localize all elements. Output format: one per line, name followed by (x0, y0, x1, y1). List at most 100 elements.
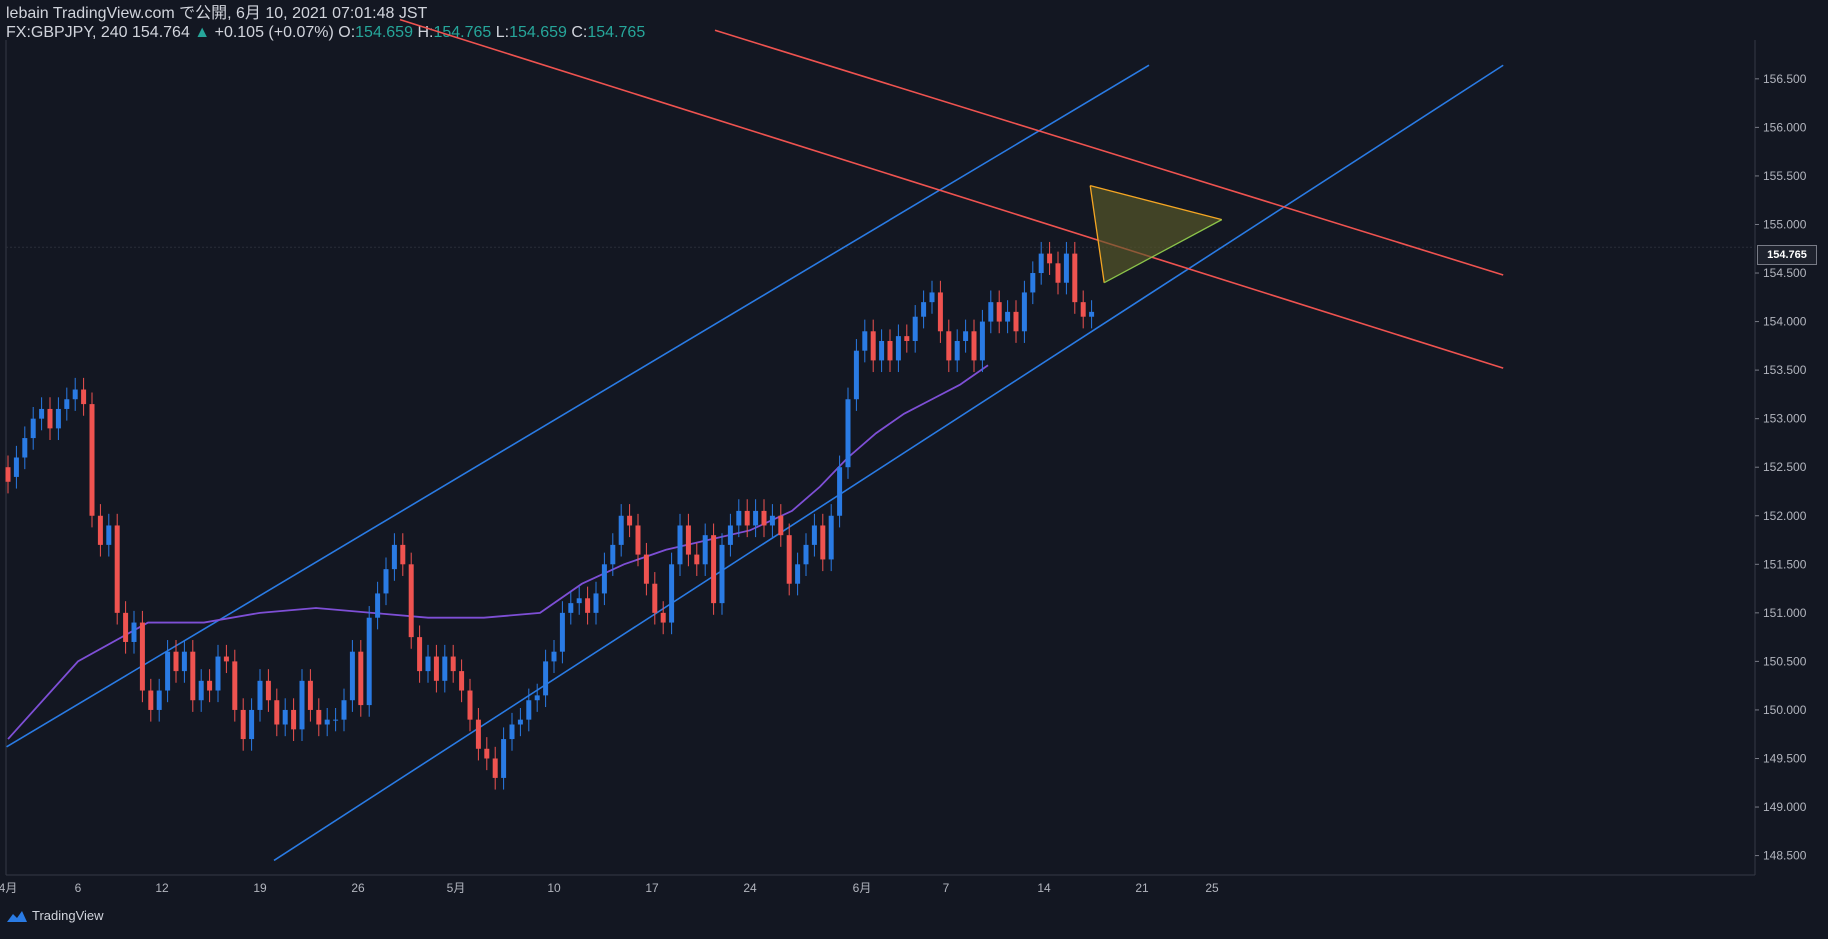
candle-body (190, 651, 196, 701)
y-tick-label: 155.000 (1763, 217, 1807, 231)
candle-body (173, 651, 179, 672)
candle-body (837, 467, 843, 516)
candle-body (1047, 253, 1053, 264)
candle-body (988, 302, 994, 322)
candle-body (811, 525, 817, 545)
low-value: 154.659 (509, 24, 567, 41)
candle-body (223, 656, 229, 662)
candle-body (375, 593, 381, 618)
candle-body (13, 457, 19, 477)
candle-body (618, 515, 624, 545)
candle-body (929, 292, 935, 303)
y-tick-label: 152.000 (1763, 509, 1807, 523)
candle-body (72, 389, 78, 400)
candle-body (114, 525, 120, 613)
candle-body (568, 603, 574, 613)
candle-body (22, 438, 28, 458)
candle-body (475, 719, 481, 749)
candle-body (996, 302, 1002, 322)
candle-body (685, 525, 691, 555)
candle-body (1072, 253, 1078, 303)
x-tick-label: 10 (547, 881, 561, 895)
x-tick-label: 26 (351, 881, 365, 895)
change-up-icon: ▲ (194, 24, 211, 41)
candle-body (148, 690, 154, 710)
candle-body (106, 525, 112, 545)
candle-body (559, 612, 565, 652)
candle-body (459, 671, 465, 691)
candle-body (501, 739, 507, 778)
moving-average-line (7, 364, 989, 740)
candle-body (232, 661, 238, 710)
candle-body (349, 651, 355, 701)
candle-body (736, 510, 742, 526)
symbol-label[interactable]: FX:GBPJPY, 240 (6, 24, 128, 41)
x-tick-label: 17 (645, 881, 659, 895)
candle-body (123, 612, 129, 642)
last-price: 154.764 (132, 24, 190, 41)
candle-body (55, 408, 61, 429)
candle-body (333, 719, 339, 721)
candle-body (601, 564, 607, 594)
candle-body (1080, 302, 1086, 317)
x-tick-label: 6 (75, 881, 82, 895)
candle-body (265, 680, 271, 701)
candle-body (820, 525, 826, 560)
candle-body (198, 680, 204, 701)
candle-body (1038, 253, 1044, 274)
candle-body (593, 593, 599, 613)
candle-body (324, 719, 330, 725)
candle-body (652, 583, 658, 613)
candle-body (753, 510, 759, 526)
footer-brand[interactable]: TradingView (6, 908, 104, 923)
candle-body (761, 510, 767, 526)
y-tick-label: 149.500 (1763, 751, 1807, 765)
candle-body (1089, 311, 1095, 317)
y-tick-label: 150.000 (1763, 703, 1807, 717)
high-value: 154.765 (433, 24, 492, 41)
candle-body (963, 331, 969, 341)
x-tick-label: 6月 (853, 881, 872, 895)
candle-body (803, 544, 809, 565)
candle-body (97, 515, 103, 545)
candle-body (979, 321, 985, 361)
open-value: 154.659 (355, 24, 413, 41)
y-tick-label: 152.500 (1763, 460, 1807, 474)
candle-body (291, 709, 297, 730)
candle-body (845, 399, 851, 468)
triangle-edge-left (1089, 185, 1105, 283)
open-label: O: (338, 24, 356, 41)
candle-body (30, 418, 36, 439)
close-label: C: (571, 24, 588, 41)
candle-body (442, 656, 448, 681)
x-tick-label: 5月 (447, 881, 466, 895)
candle-body (282, 709, 288, 725)
candle-body (467, 690, 473, 720)
candle-body (1005, 311, 1011, 322)
candle-body (795, 564, 801, 584)
candle-body (1021, 292, 1027, 332)
triangle-edge-top (1090, 185, 1222, 221)
low-label: L: (495, 24, 510, 41)
candle-body (677, 525, 683, 565)
candle-body (408, 564, 414, 638)
x-tick-label: 19 (253, 881, 267, 895)
candle-body (1055, 263, 1061, 283)
candle-body (492, 758, 498, 778)
y-tick-label: 156.500 (1763, 72, 1807, 86)
candle-body (433, 656, 439, 681)
candle-body (702, 535, 708, 565)
candle-body (391, 544, 397, 570)
close-value: 154.765 (587, 24, 646, 41)
candle-body (895, 336, 901, 361)
candle-body (534, 695, 540, 701)
candle-body (1030, 273, 1036, 293)
candle-body (912, 316, 918, 341)
candle-body (215, 656, 221, 691)
candle-body (870, 331, 876, 361)
x-tick-label: 25 (1205, 881, 1219, 895)
candle-body (727, 525, 733, 545)
candle-body (786, 535, 792, 584)
x-tick-label: 7 (943, 881, 950, 895)
